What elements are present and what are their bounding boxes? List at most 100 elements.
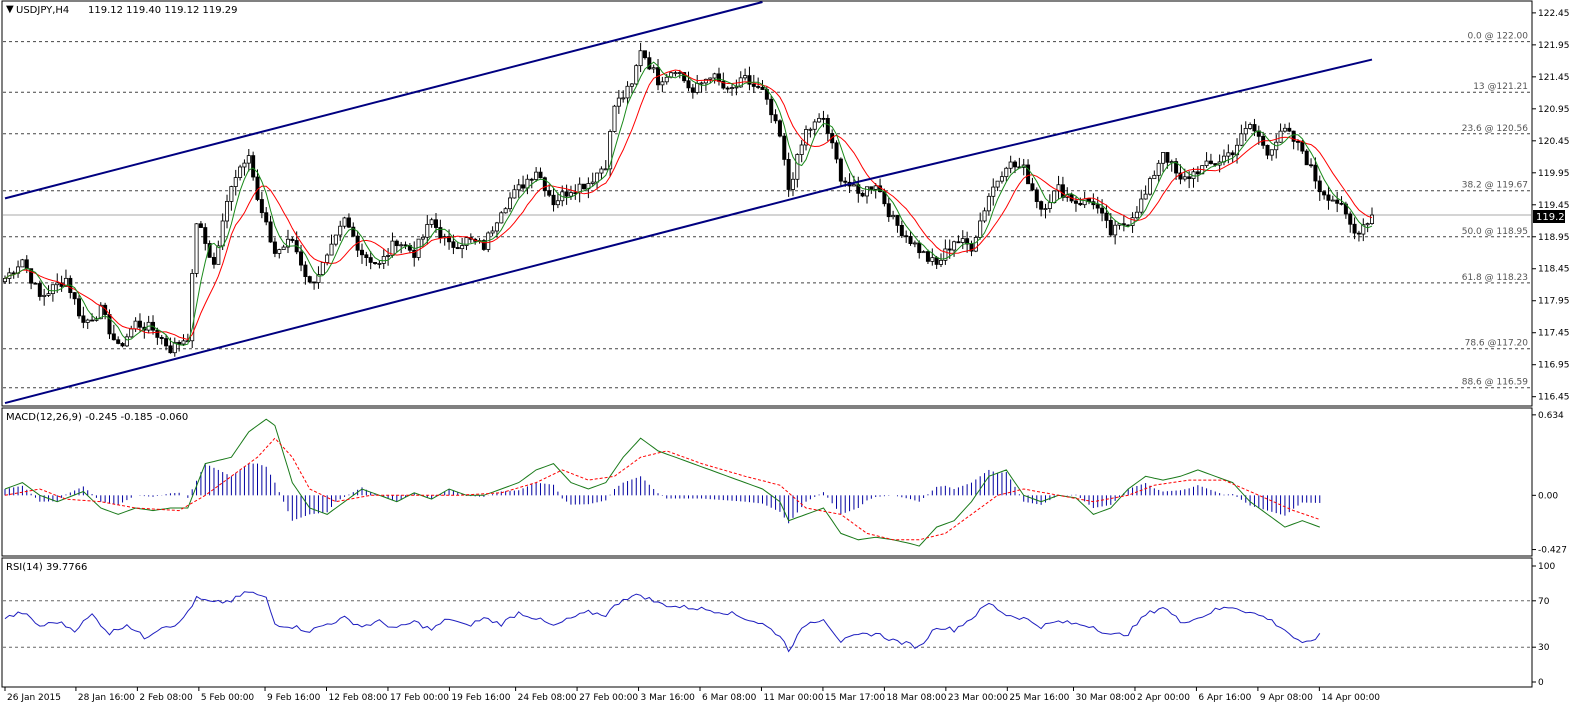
candle-body — [11, 272, 16, 275]
candle-body — [1365, 223, 1370, 226]
candle-body — [277, 249, 282, 254]
candle-body — [238, 166, 243, 178]
candle-body — [438, 227, 443, 239]
candle-body — [921, 251, 926, 254]
candle-body — [1004, 167, 1009, 178]
candle-body — [303, 264, 308, 277]
candle-body — [85, 319, 90, 323]
candle-body — [33, 282, 38, 285]
time-tick-label: 23 Mar 00:00 — [948, 693, 1008, 703]
rsi-tick-label: 30 — [1538, 643, 1550, 653]
candle-body — [1161, 152, 1166, 164]
candle-body — [743, 75, 748, 79]
candle-body — [1248, 124, 1253, 129]
candle-body — [834, 142, 839, 160]
candle-body — [608, 131, 613, 170]
candle-body — [712, 73, 717, 79]
candle-body — [225, 201, 230, 222]
candle-body — [494, 222, 499, 232]
candle-body — [795, 154, 800, 180]
candle-body — [999, 176, 1004, 182]
candle-body — [1348, 213, 1353, 225]
time-tick-label: 24 Feb 08:00 — [518, 693, 577, 703]
macd-panel[interactable] — [1, 407, 1533, 557]
candle-body — [1043, 208, 1048, 210]
candle-body — [825, 117, 830, 134]
price-tick-label: 117.95 — [1538, 297, 1570, 307]
time-tick-label: 26 Jan 2015 — [7, 693, 61, 703]
candle-body — [808, 128, 813, 131]
candle-body — [1282, 127, 1287, 132]
candle-body — [595, 172, 600, 183]
candle-body — [416, 238, 421, 258]
candle-body — [346, 217, 351, 228]
price-tick-label: 121.45 — [1538, 73, 1570, 83]
candle-body — [769, 98, 774, 116]
candle-body — [1304, 150, 1309, 166]
time-tick-label: 14 Apr 00:00 — [1321, 693, 1380, 703]
candle-body — [1230, 152, 1235, 156]
candle-body — [647, 57, 652, 70]
candle-body — [77, 298, 82, 317]
candle-body — [1317, 180, 1322, 193]
channel-trendline — [4, 180, 859, 405]
candle-body — [499, 212, 504, 224]
candle-body — [312, 281, 317, 284]
candle-body — [516, 184, 521, 191]
candle-body — [638, 50, 643, 67]
price-tick-label: 118.95 — [1538, 233, 1570, 243]
time-tick-label: 27 Feb 00:00 — [579, 693, 638, 703]
time-tick-label: 12 Feb 08:00 — [328, 693, 387, 703]
candle-body — [307, 276, 312, 283]
fib-level-label: 13 @121.21 — [1473, 82, 1528, 92]
candle-body — [1278, 130, 1283, 143]
candle-body — [1130, 217, 1135, 226]
candle-body — [603, 168, 608, 171]
candle-body — [751, 83, 756, 87]
candle-body — [373, 262, 378, 264]
symbol-label: USDJPY,H4 — [16, 5, 69, 16]
candle-body — [912, 242, 917, 245]
time-tick-label: 6 Apr 16:00 — [1198, 693, 1251, 703]
macd-series-group — [4, 418, 1321, 547]
candle-body — [629, 83, 634, 87]
macd-line — [4, 418, 1320, 547]
candle-body — [995, 180, 1000, 188]
candle-body — [873, 185, 878, 190]
candle-body — [233, 177, 238, 187]
price-tick-label: 119.95 — [1538, 169, 1570, 179]
time-tick-label: 6 Mar 08:00 — [702, 693, 757, 703]
candle-body — [934, 257, 939, 265]
axes-group: 122.45 121.95 121.45 120.95 120.45 119.95 119.… — [4, 9, 1570, 703]
candle-body — [1352, 223, 1357, 234]
fib-level-label: 88.6 @ 116.59 — [1462, 378, 1529, 388]
candle-body — [251, 155, 256, 178]
dropdown-arrow-icon[interactable]: ▼ — [6, 4, 14, 15]
fib-level-label: 0.0 @ 122.00 — [1467, 32, 1528, 42]
candle-body — [281, 246, 286, 251]
candle-body — [1187, 176, 1192, 179]
candle-body — [812, 121, 817, 130]
candle-body — [1300, 141, 1305, 152]
candle-body — [377, 263, 382, 265]
candle-body — [268, 221, 273, 243]
price-tick-label: 117.45 — [1538, 329, 1570, 339]
candle-body — [46, 293, 51, 296]
ma-fast-line — [4, 61, 1373, 346]
candle-body — [534, 171, 539, 180]
candle-body — [1139, 198, 1144, 213]
candle-body — [129, 328, 134, 338]
time-tick-label: 9 Feb 16:00 — [267, 693, 321, 703]
candle-body — [1265, 144, 1270, 156]
candle-body — [960, 238, 965, 243]
rsi-panel[interactable] — [1, 557, 1533, 688]
candle-body — [1330, 199, 1335, 202]
time-tick-label: 30 Mar 08:00 — [1076, 693, 1136, 703]
time-tick-label: 19 Feb 16:00 — [451, 693, 510, 703]
candle-body — [1239, 133, 1244, 146]
candle-body — [821, 117, 826, 120]
candle-body — [529, 178, 534, 181]
candle-body — [782, 135, 787, 160]
candle-body — [790, 178, 795, 190]
